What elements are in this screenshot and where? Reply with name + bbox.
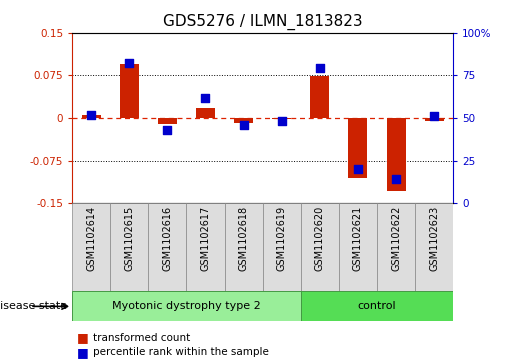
Text: Myotonic dystrophy type 2: Myotonic dystrophy type 2 — [112, 301, 261, 311]
Point — [278, 118, 286, 124]
Point — [392, 176, 400, 182]
Point — [354, 166, 362, 172]
Text: GSM1102616: GSM1102616 — [162, 206, 173, 271]
Bar — [424, 118, 443, 121]
Bar — [196, 108, 215, 118]
Bar — [158, 118, 177, 124]
Text: GSM1102618: GSM1102618 — [238, 206, 249, 271]
Text: GSM1102614: GSM1102614 — [86, 206, 96, 271]
Title: GDS5276 / ILMN_1813823: GDS5276 / ILMN_1813823 — [163, 14, 363, 30]
Bar — [272, 118, 291, 119]
Bar — [377, 203, 415, 292]
Bar — [339, 203, 377, 292]
Point — [430, 113, 438, 119]
Bar — [110, 203, 148, 292]
Bar — [310, 77, 330, 118]
Text: transformed count: transformed count — [93, 333, 190, 343]
Point — [239, 122, 248, 128]
Text: percentile rank within the sample: percentile rank within the sample — [93, 347, 269, 357]
Text: GSM1102619: GSM1102619 — [277, 206, 287, 271]
Bar — [348, 118, 367, 178]
Point — [316, 66, 324, 72]
Bar — [72, 291, 301, 321]
Text: disease state: disease state — [0, 301, 67, 311]
Text: GSM1102615: GSM1102615 — [124, 206, 134, 271]
Point — [163, 127, 171, 133]
Bar — [386, 118, 405, 191]
Point — [125, 61, 133, 66]
Text: GSM1102623: GSM1102623 — [429, 206, 439, 271]
Bar — [415, 203, 453, 292]
Text: GSM1102617: GSM1102617 — [200, 206, 211, 271]
Bar — [234, 118, 253, 123]
Bar — [81, 115, 100, 118]
Text: GSM1102620: GSM1102620 — [315, 206, 325, 271]
Text: GSM1102622: GSM1102622 — [391, 206, 401, 271]
Text: GSM1102621: GSM1102621 — [353, 206, 363, 271]
Bar — [148, 203, 186, 292]
Text: control: control — [357, 301, 397, 311]
Bar — [263, 203, 301, 292]
Bar — [225, 203, 263, 292]
Bar — [119, 64, 139, 118]
Bar — [186, 203, 225, 292]
Bar — [301, 291, 453, 321]
Point — [201, 95, 210, 101]
Bar — [72, 203, 110, 292]
Text: ■: ■ — [77, 346, 89, 359]
Point — [87, 112, 95, 118]
Bar — [301, 203, 339, 292]
Text: ■: ■ — [77, 331, 89, 344]
